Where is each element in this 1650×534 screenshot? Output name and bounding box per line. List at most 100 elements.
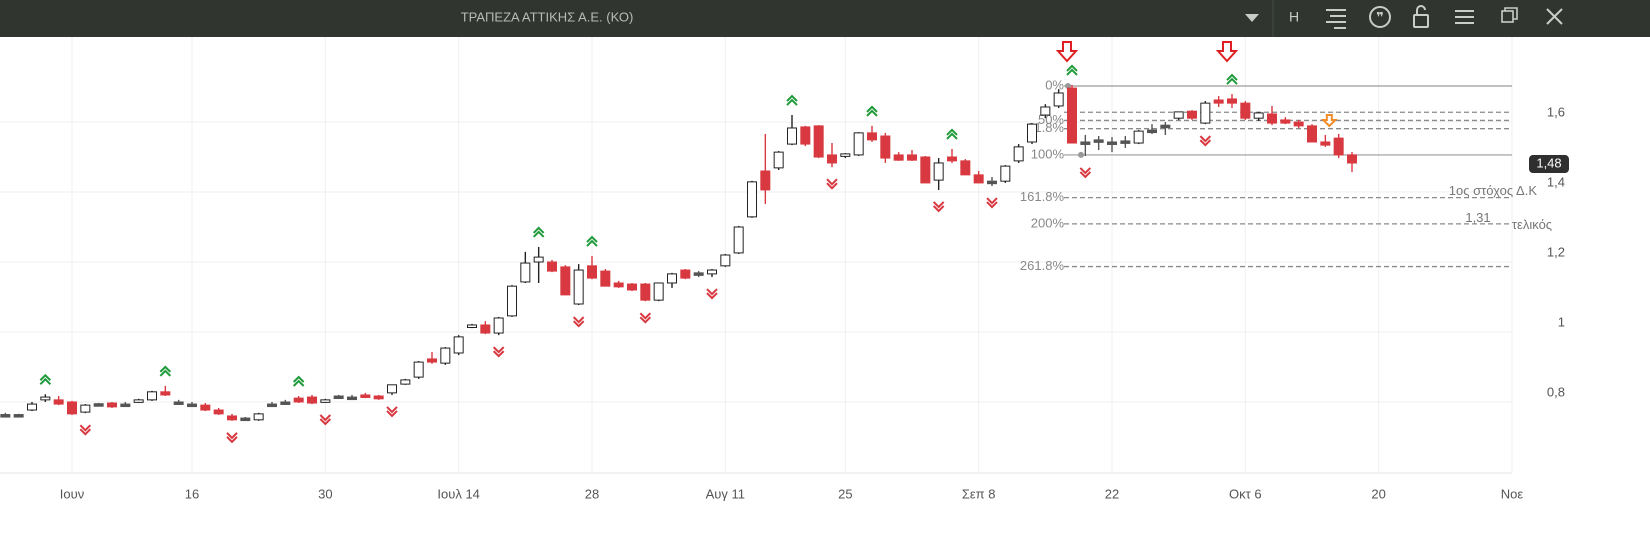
x-tick-label: 28 (585, 486, 599, 501)
candle (280, 399, 291, 405)
candle-body (453, 336, 464, 354)
quote-icon[interactable]: ❞ (1369, 6, 1391, 28)
x-tick-label: 22 (1105, 486, 1119, 501)
candle (1173, 111, 1184, 120)
candle (1320, 134, 1331, 147)
candle (1053, 89, 1064, 109)
candle-body (133, 399, 144, 403)
alert-arrow (1055, 41, 1079, 63)
candle-body (1200, 102, 1211, 124)
candle-body (1307, 125, 1317, 143)
candle (1040, 104, 1051, 119)
candle-body (920, 156, 931, 184)
candle (933, 158, 944, 190)
candle-body (587, 265, 597, 279)
candle-body (280, 401, 291, 405)
candle-body (40, 396, 51, 401)
candle-body (867, 132, 877, 141)
candle (813, 125, 824, 159)
candle (493, 316, 504, 336)
candle-body (1213, 99, 1224, 104)
x-tick-label: Ιουλ 14 (437, 486, 480, 501)
candle-body (1067, 87, 1077, 144)
candle-body (853, 132, 864, 156)
candle (1133, 130, 1144, 145)
candle (1027, 123, 1037, 145)
candle-body (53, 399, 64, 405)
candle (0, 412, 11, 418)
x-tick-label: Αυγ 11 (706, 486, 745, 501)
restore-icon[interactable] (1501, 7, 1518, 23)
y-tick-label: 0,8 (1547, 384, 1565, 399)
candle (1080, 134, 1091, 156)
sell-signal (319, 414, 332, 426)
x-tick-label: 16 (185, 486, 199, 501)
candle-body (813, 125, 824, 158)
candle (107, 401, 117, 408)
candle (1093, 136, 1104, 151)
candle-body (240, 417, 251, 422)
candle-body (253, 413, 264, 421)
candle-body (560, 266, 571, 296)
candle-body (667, 273, 677, 284)
close-icon[interactable] (1546, 8, 1563, 25)
candle (733, 225, 744, 254)
candle-body (227, 415, 237, 421)
candle (173, 399, 184, 405)
candle-body (1160, 124, 1171, 129)
menu-icon[interactable] (1455, 10, 1474, 24)
candle (787, 115, 797, 146)
dropdown-icon[interactable] (1245, 14, 1259, 22)
lock-icon[interactable] (1413, 5, 1429, 28)
candle (80, 404, 91, 414)
target-label: 1ος στόχος Δ.Κ (1449, 183, 1538, 198)
y-tick-label: 1,4 (1547, 174, 1565, 189)
candle-body (1013, 146, 1024, 162)
candle (533, 246, 544, 283)
buy-signal (39, 373, 52, 385)
candle (360, 392, 371, 399)
candle-body (693, 272, 704, 276)
candle (67, 400, 77, 415)
candle (667, 272, 677, 288)
fib-anchor (1078, 151, 1084, 158)
candle (40, 394, 51, 402)
x-tick-label: 20 (1371, 486, 1385, 501)
candle-body (760, 170, 771, 191)
candle (747, 180, 757, 218)
candle-body (1040, 106, 1051, 116)
candle-body (1053, 92, 1064, 107)
candle (560, 265, 571, 296)
fib-label: 161.8% (1020, 189, 1065, 204)
candle (920, 155, 931, 184)
candle (640, 282, 651, 302)
candle (507, 285, 517, 317)
x-tick-label: Νοε (1501, 486, 1524, 501)
candle-body (960, 160, 971, 176)
target-value: 1,31 (1465, 210, 1490, 225)
candle-body (1240, 102, 1251, 119)
candle-body (1227, 98, 1237, 104)
candle (1067, 84, 1077, 144)
sell-signal (492, 346, 505, 358)
candle (893, 152, 904, 161)
exit-arrow (1320, 113, 1338, 128)
candle (240, 417, 251, 422)
candle-body (773, 151, 784, 169)
candle-body (1107, 141, 1117, 145)
candle (1253, 111, 1264, 121)
candle-body (840, 153, 851, 157)
x-tick-label: Ιουν (60, 486, 84, 501)
candle (387, 384, 397, 395)
candle-body (1280, 119, 1291, 124)
mode-button[interactable]: H (1289, 9, 1299, 25)
sell-signal (986, 197, 998, 209)
alert-arrow (1215, 41, 1239, 63)
x-tick-label: 30 (318, 486, 332, 501)
candle (987, 176, 997, 187)
fib-label: 100% (1031, 146, 1065, 161)
last-price-label: 1,48 (1536, 155, 1561, 170)
settings-icon[interactable] (1326, 9, 1346, 29)
candle-body (640, 283, 651, 301)
